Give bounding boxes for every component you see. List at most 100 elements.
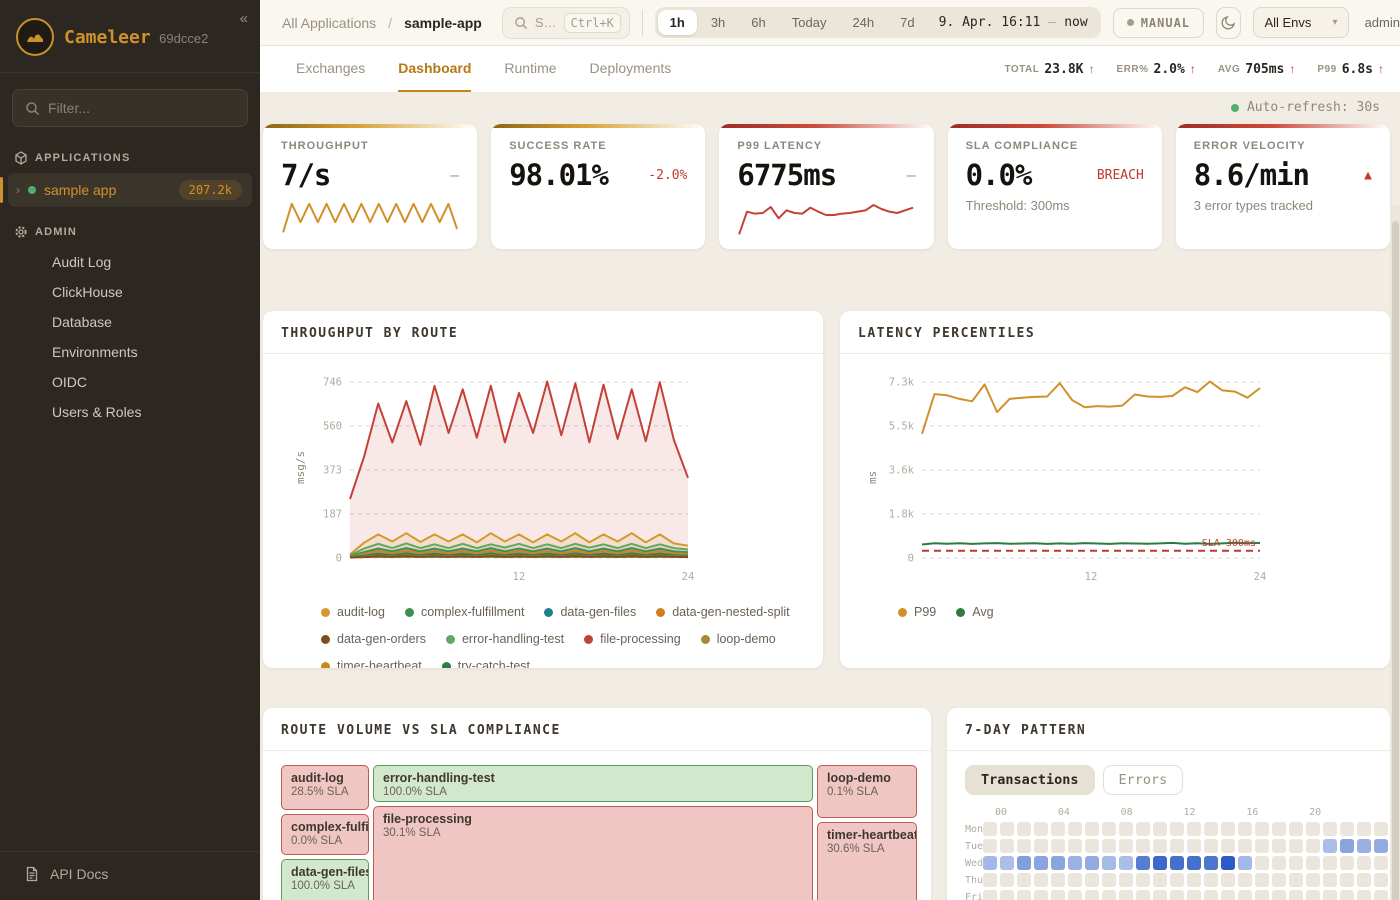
heatmap-cell[interactable] — [1170, 890, 1185, 900]
heatmap-cell[interactable] — [1289, 822, 1304, 836]
sidebar-item-environments[interactable]: Environments — [52, 344, 138, 360]
time-range-3h[interactable]: 3h — [699, 10, 737, 35]
heatmap-cell[interactable] — [1357, 822, 1372, 836]
heatmap-cell[interactable] — [1340, 822, 1355, 836]
heatmap-cell[interactable] — [1323, 856, 1338, 870]
heatmap-cell[interactable] — [1204, 839, 1219, 853]
heatmap-cell[interactable] — [1323, 839, 1338, 853]
environment-select[interactable]: All Envs ▾ — [1253, 7, 1349, 38]
legend-item-complex-fulfillment[interactable]: complex-fulfillment — [404, 605, 524, 619]
heatmap-cell[interactable] — [1374, 839, 1389, 853]
heatmap-cell[interactable] — [1068, 822, 1083, 836]
manual-refresh-button[interactable]: MANUAL — [1112, 7, 1205, 38]
heatmap-cell[interactable] — [1357, 856, 1372, 870]
toggle-transactions[interactable]: Transactions — [965, 765, 1095, 795]
heatmap-cell[interactable] — [1119, 822, 1134, 836]
heatmap-cell[interactable] — [1255, 856, 1270, 870]
heatmap-cell[interactable] — [1085, 890, 1100, 900]
heatmap-cell[interactable] — [1374, 856, 1389, 870]
heatmap-cell[interactable] — [1119, 873, 1134, 887]
heatmap-cell[interactable] — [1272, 856, 1287, 870]
heatmap-cell[interactable] — [1204, 873, 1219, 887]
heatmap-cell[interactable] — [1153, 873, 1168, 887]
heatmap-cell[interactable] — [1119, 856, 1134, 870]
heatmap-cell[interactable] — [1136, 856, 1151, 870]
heatmap-cell[interactable] — [1034, 856, 1049, 870]
chevron-right-icon[interactable]: › — [16, 183, 20, 197]
throughput-by-route-chart[interactable]: 0 187 373 560 746 12 24 msg/s — [281, 366, 805, 599]
sidebar-item-oidc[interactable]: OIDC — [52, 374, 87, 390]
user-name[interactable]: admin — [1364, 15, 1400, 30]
heatmap-cell[interactable] — [1085, 822, 1100, 836]
treemap-tile-loop-demo[interactable]: loop-demo 0.1% SLA — [817, 765, 917, 818]
heatmap-cell[interactable] — [1000, 839, 1015, 853]
legend-item-data-gen-nested-split[interactable]: data-gen-nested-split — [656, 605, 790, 619]
heatmap-cell[interactable] — [1221, 822, 1236, 836]
heatmap-cell[interactable] — [1153, 839, 1168, 853]
heatmap-cell[interactable] — [1119, 839, 1134, 853]
heatmap-cell[interactable] — [1068, 839, 1083, 853]
heatmap-cell[interactable] — [1238, 822, 1253, 836]
heatmap-cell[interactable] — [1153, 822, 1168, 836]
heatmap-cell[interactable] — [1102, 856, 1117, 870]
heatmap-cell[interactable] — [1323, 890, 1338, 900]
heatmap-cell[interactable] — [1170, 839, 1185, 853]
heatmap-cell[interactable] — [1017, 839, 1032, 853]
api-docs-link[interactable]: API Docs — [0, 851, 260, 900]
heatmap-cell[interactable] — [1017, 856, 1032, 870]
toggle-errors[interactable]: Errors — [1102, 765, 1184, 795]
legend-item-file-processing[interactable]: file-processing — [584, 632, 681, 646]
heatmap-cell[interactable] — [1374, 873, 1389, 887]
heatmap-cell[interactable] — [1102, 890, 1117, 900]
heatmap-cell[interactable] — [1187, 873, 1202, 887]
heatmap-cell[interactable] — [1102, 822, 1117, 836]
heatmap-cell[interactable] — [1238, 856, 1253, 870]
treemap-tile-error-handling-test[interactable]: error-handling-test 100.0% SLA — [373, 765, 813, 802]
heatmap-cell[interactable] — [1306, 822, 1321, 836]
tab-exchanges[interactable]: Exchanges — [296, 60, 366, 76]
heatmap-cell[interactable] — [983, 873, 998, 887]
heatmap-cell[interactable] — [1136, 890, 1151, 900]
heatmap-cell[interactable] — [1187, 890, 1202, 900]
heatmap-cell[interactable] — [1374, 890, 1389, 900]
heatmap-cell[interactable] — [1340, 856, 1355, 870]
heatmap-cell[interactable] — [1068, 856, 1083, 870]
heatmap-cell[interactable] — [1017, 873, 1032, 887]
tab-deployments[interactable]: Deployments — [589, 60, 672, 76]
heatmap-cell[interactable] — [1357, 839, 1372, 853]
heatmap-cell[interactable] — [1136, 839, 1151, 853]
heatmap-cell[interactable] — [1136, 873, 1151, 887]
treemap-tile-file-processing[interactable]: file-processing 30.1% SLA — [373, 806, 813, 900]
heatmap-cell[interactable] — [1255, 822, 1270, 836]
time-range-7d[interactable]: 7d — [888, 10, 926, 35]
heatmap-cell[interactable] — [1289, 890, 1304, 900]
heatmap-cell[interactable] — [1357, 873, 1372, 887]
heatmap-cell[interactable] — [1119, 890, 1134, 900]
heatmap-cell[interactable] — [1017, 822, 1032, 836]
time-range-24h[interactable]: 24h — [840, 10, 886, 35]
heatmap-cell[interactable] — [1000, 822, 1015, 836]
heatmap-cell[interactable] — [1374, 822, 1389, 836]
heatmap-cell[interactable] — [1204, 822, 1219, 836]
heatmap-cell[interactable] — [1221, 856, 1236, 870]
treemap-tile-data-gen-files[interactable]: data-gen-files 100.0% SLA — [281, 859, 369, 900]
heatmap-cell[interactable] — [1000, 873, 1015, 887]
heatmap-cell[interactable] — [1085, 856, 1100, 870]
breadcrumb-root[interactable]: All Applications — [282, 14, 377, 31]
heatmap-cell[interactable] — [1000, 890, 1015, 900]
time-range-6h[interactable]: 6h — [739, 10, 777, 35]
heatmap-cell[interactable] — [1051, 839, 1066, 853]
heatmap-cell[interactable] — [1255, 873, 1270, 887]
sidebar-item-users-roles[interactable]: Users & Roles — [52, 404, 142, 420]
heatmap-cell[interactable] — [983, 822, 998, 836]
heatmap-cell[interactable] — [1221, 873, 1236, 887]
heatmap-cell[interactable] — [1323, 873, 1338, 887]
heatmap-cell[interactable] — [1170, 856, 1185, 870]
heatmap-cell[interactable] — [1051, 856, 1066, 870]
sidebar-item-clickhouse[interactable]: ClickHouse — [52, 284, 123, 300]
heatmap-cell[interactable] — [1102, 873, 1117, 887]
heatmap-cell[interactable] — [1272, 822, 1287, 836]
legend-item-timer-heartbeat[interactable]: timer-heartbeat — [321, 659, 422, 668]
scrollbar-thumb[interactable] — [1391, 221, 1399, 900]
time-range-today[interactable]: Today — [780, 10, 839, 35]
